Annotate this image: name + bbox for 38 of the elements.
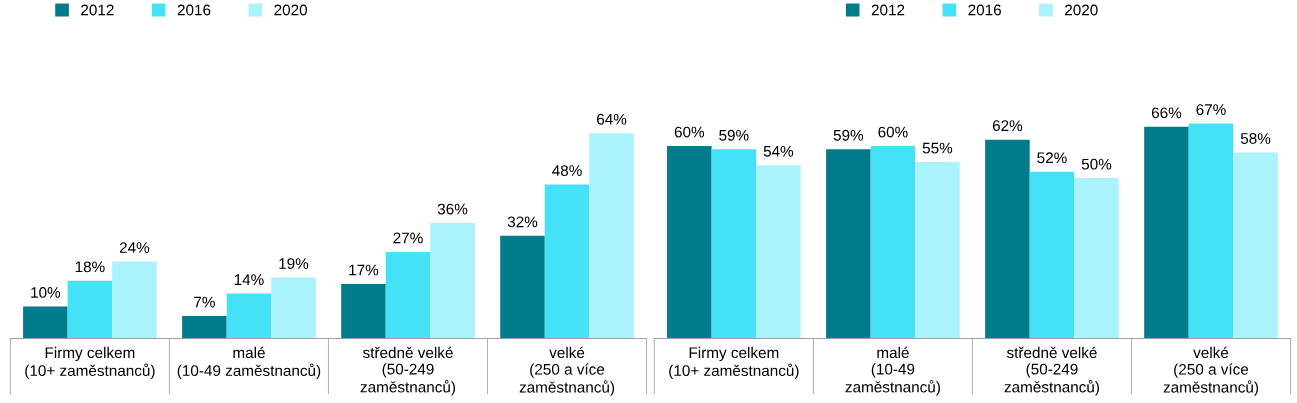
data-label: 62%	[992, 120, 1023, 132]
data-label: 36%	[437, 203, 468, 215]
x-tick-label: malé (10-49 zaměstnanců)	[177, 346, 321, 380]
data-label: 55%	[922, 142, 953, 154]
data-label: 50%	[1081, 158, 1112, 170]
data-label: 19%	[279, 258, 309, 269]
data-label: 27%	[393, 232, 423, 244]
data-label: 59%	[833, 129, 864, 141]
x-tick-label: velké (250 a více zaměstnanců)	[1163, 346, 1259, 396]
legend-label: 2012	[81, 4, 114, 16]
data-label: 59%	[719, 129, 749, 141]
data-label: 60%	[674, 126, 705, 138]
legend-label: 2012	[871, 4, 905, 16]
data-label: 58%	[1240, 133, 1271, 144]
data-label: 48%	[552, 165, 582, 176]
legend-label: 2016	[968, 4, 1001, 16]
data-label: 67%	[1196, 104, 1226, 116]
x-tick-label: Firmy celkem (10+ zaměstnanců)	[25, 346, 155, 380]
data-label: 64%	[597, 113, 627, 125]
legend-label: 2016	[177, 4, 211, 16]
data-label: 14%	[234, 274, 264, 285]
x-tick-label: středně velké (50-249 zaměstnanců)	[360, 346, 456, 396]
legend-label: 2020	[274, 4, 308, 16]
x-tick-label: Firmy celkem (10+ zaměstnanců)	[669, 346, 799, 380]
x-tick-label: malé (10-49 zaměstnanců)	[845, 346, 940, 396]
x-tick-label: velké (250 a více zaměstnanců)	[519, 346, 615, 396]
data-label: 60%	[878, 126, 908, 138]
x-tick-label: středně velké (50-249 zaměstnanců)	[1004, 346, 1099, 396]
data-label: 66%	[1151, 107, 1182, 119]
legend-label: 2020	[1065, 4, 1098, 16]
data-label: 18%	[75, 261, 105, 273]
data-label: 32%	[507, 216, 538, 228]
data-label: 17%	[349, 264, 379, 276]
data-label: 24%	[119, 242, 150, 253]
data-label: 52%	[1037, 152, 1067, 164]
data-label: 54%	[763, 145, 794, 157]
data-label: 10%	[31, 287, 61, 298]
data-label: 7%	[194, 296, 215, 308]
